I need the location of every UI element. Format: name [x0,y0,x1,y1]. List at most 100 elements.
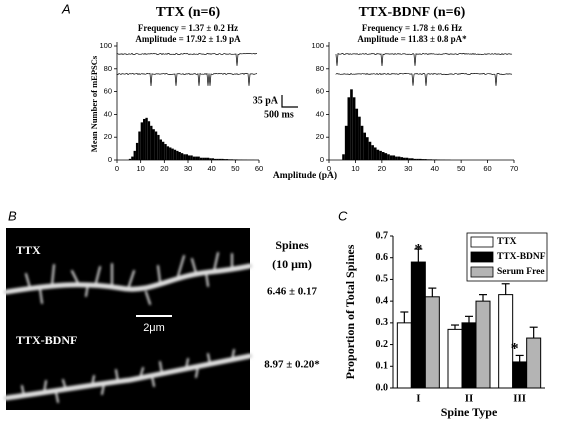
histogram-bar [426,159,430,160]
histogram-bar [223,159,226,160]
histogram-bar [180,153,184,160]
bar [410,261,426,389]
histogram-bar [140,122,144,160]
x-tick-label: 20 [160,164,168,173]
x-tick-label: 40 [431,164,439,173]
scale-bar-label: 500 ms [264,109,294,120]
histogram-bar [159,139,162,160]
y-tick-label: 60 [104,87,112,96]
y-tick-label: 20 [316,132,324,141]
y-tick-label: 80 [104,64,112,73]
histogram-bar [152,129,155,160]
x-tick-label: 60 [255,164,263,173]
histogram-bar [395,156,398,160]
x-tick-label: 30 [404,164,412,173]
y-tick-label: 100 [311,41,324,50]
histogram-bar [161,141,165,160]
y-axis-label: Mean Number of mEPSCs [89,55,99,152]
dendrites [3,252,253,403]
x-axis-label: Spine Type [441,405,498,419]
x-tick-label: 0 [115,164,119,173]
significance-marker: * [511,341,519,358]
spines-unit: (10 μm) [272,257,312,271]
legend-swatch [470,251,494,263]
histogram-bar [211,158,215,160]
spines-heading: Spines [275,238,309,252]
x-tick-label: 70 [510,164,518,173]
histogram-bar [400,157,403,160]
chart-title: TTX (n=6) [156,5,221,20]
histogram-bar [199,157,203,160]
trace [116,72,258,87]
histogram-bar [344,125,348,160]
y-tick-label: 0.5 [376,274,389,285]
histogram-bar [150,125,153,160]
image-label: TTX-BDNF [16,333,77,347]
histogram-bar [209,158,212,160]
histogram-bar [138,131,141,160]
histogram-bar [192,156,196,160]
x-tick-label: III [513,393,526,405]
histogram-bar [218,158,222,160]
histogram-bar [379,150,382,160]
histogram-bar [228,159,231,160]
histogram-bar [376,149,380,160]
histogram-bar [381,152,385,160]
histogram-bar [363,132,366,160]
histogram-bar [147,121,151,160]
chart-title: TTX-BDNF (n=6) [359,5,466,20]
histogram-bar [368,141,372,160]
histogram-bar [416,158,419,160]
y-tick-label: 0 [320,155,324,164]
histogram-bar [408,158,411,160]
y-tick-label: 0.0 [376,382,389,393]
legend-swatch [470,236,494,248]
histogram-bar [355,108,359,160]
spine-density: 6.46 ± 0.17 [267,286,318,298]
significance-marker: * [414,242,422,259]
trace [116,52,258,66]
y-tick-label: 0.4 [376,295,389,306]
histogram-bar [221,158,224,160]
histogram-bar [164,144,167,160]
y-tick-label: 0 [108,155,112,164]
x-tick-label: 20 [378,164,386,173]
bar [498,294,514,389]
y-axis-label: Proportion of Total Spines [343,244,357,379]
bar [396,322,412,389]
traces [116,52,513,87]
x-tick-label: II [465,393,474,405]
bar [512,361,528,389]
spine-density: 8.97 ± 0.20* [264,359,320,371]
histogram-bar [403,157,406,160]
histogram-bar [410,158,414,160]
panel-label: B [8,208,17,223]
annotation: Frequency = 1.78 ± 0.6 Hz [362,23,462,33]
histogram-bar [360,125,364,160]
histogram-bar [347,97,351,160]
histogram-bar [188,155,191,160]
bar [475,300,491,389]
annotation: Amplitude = 17.92 ± 1.9 pA [135,34,241,44]
histogram-bar [371,145,374,160]
histogram-bar [413,158,417,160]
histogram-bar [350,89,353,160]
legend-label: TTX [497,237,517,247]
histogram-bar [216,158,219,160]
histogram-bar [190,155,193,160]
histogram-bar [432,159,435,160]
histogram-bar [392,155,396,160]
x-tick-label: 50 [231,164,239,173]
y-tick-label: 0.7 [376,230,389,241]
histogram-bar [128,158,132,160]
histogram-bar [185,154,188,160]
histogram-bar [145,117,148,160]
panel-label: C [338,208,348,223]
histogram-bar [204,157,207,160]
histogram-bar [183,154,186,160]
histogram-bar [389,155,393,160]
histogram-bar [387,154,390,160]
histogram-bar [232,159,236,160]
histogram-bar [429,159,433,160]
histogram-bar [178,152,181,160]
